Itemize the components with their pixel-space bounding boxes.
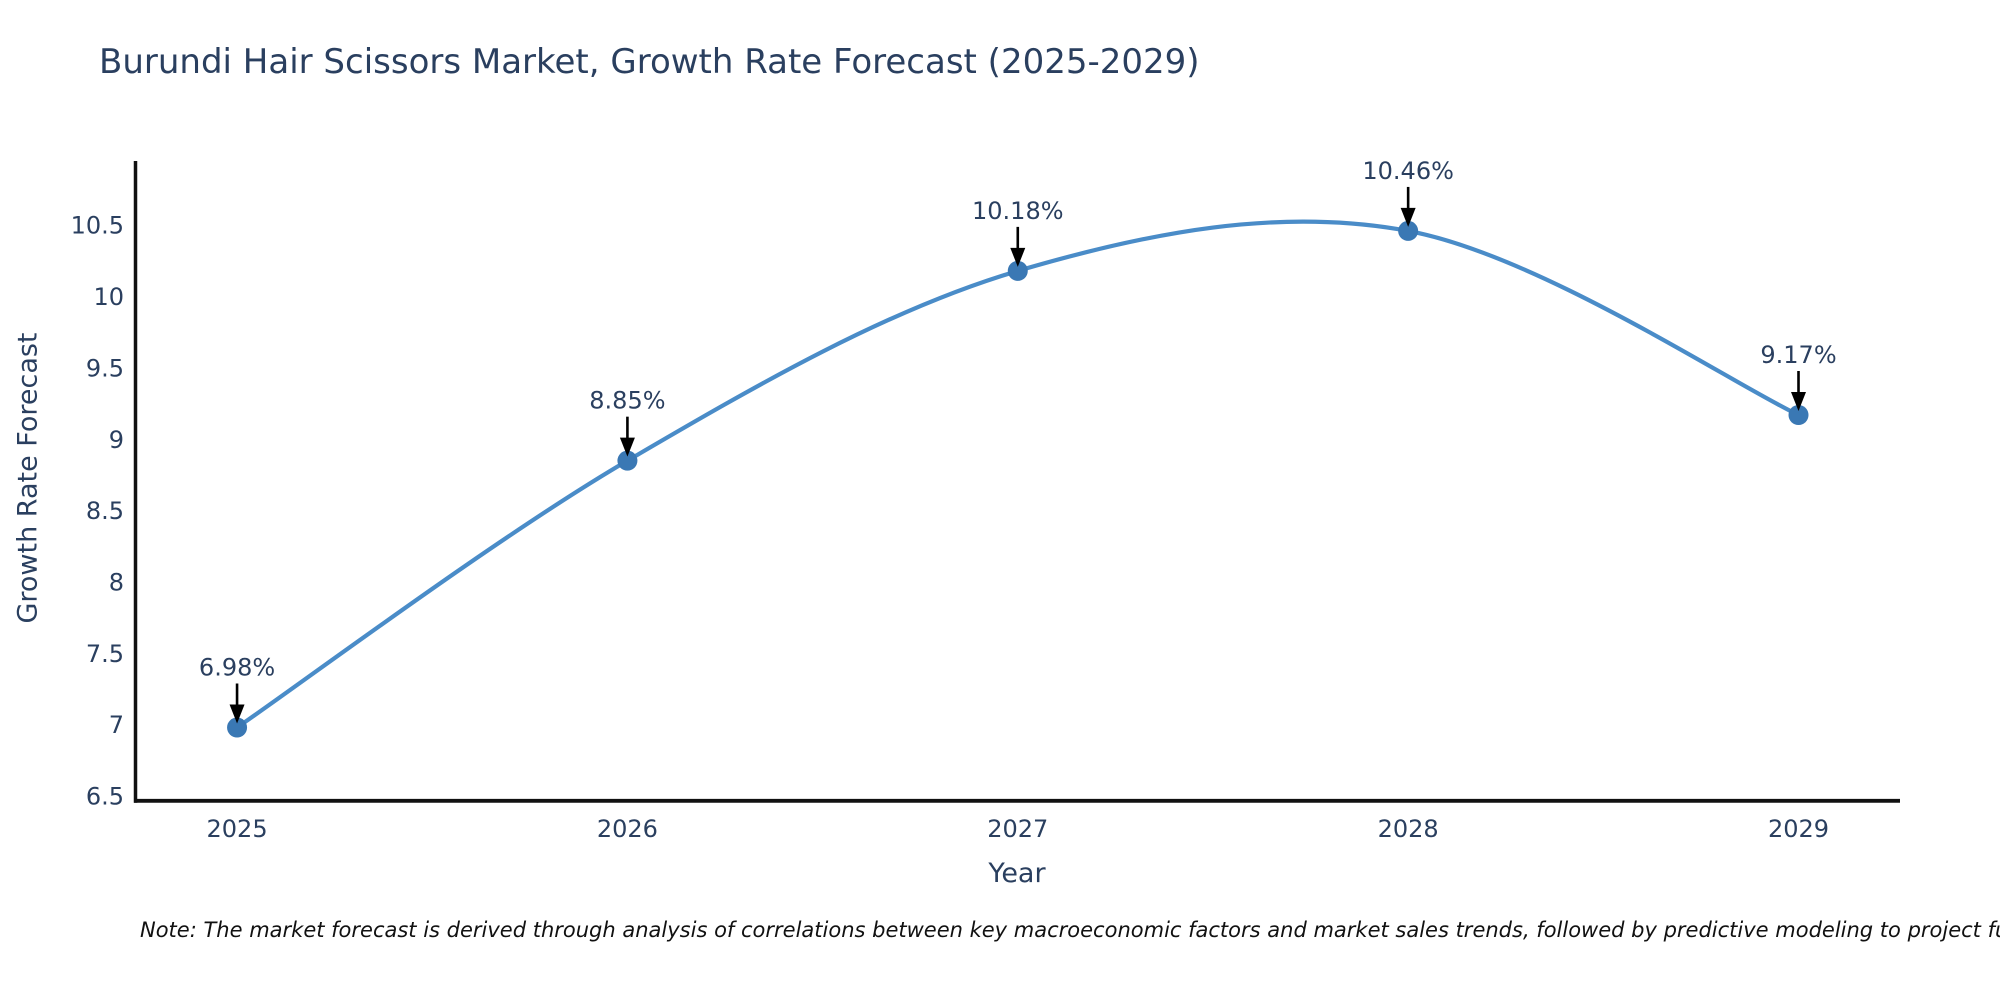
annotation-label: 9.17% [1760, 341, 1836, 369]
y-tick-label: 9.5 [86, 354, 124, 382]
y-tick-label: 7 [109, 711, 124, 739]
x-tick-label: 2029 [1768, 815, 1829, 843]
y-tick-label: 10 [93, 283, 124, 311]
x-tick-label: 2025 [207, 815, 268, 843]
y-tick-label: 7.5 [86, 640, 124, 668]
y-tick-label: 10.5 [71, 212, 124, 240]
x-tick-label: 2028 [1378, 815, 1439, 843]
y-tick-label: 6.5 [86, 783, 124, 811]
y-tick-label: 8 [109, 568, 124, 596]
y-tick-label: 9 [109, 426, 124, 454]
y-axis-title: Growth Rate Forecast [12, 332, 44, 624]
annotation-label: 8.85% [589, 387, 665, 415]
y-tick-label: 8.5 [86, 497, 124, 525]
annotation-arrowhead [619, 437, 635, 457]
x-tick-label: 2026 [597, 815, 658, 843]
annotation-arrowhead [229, 704, 245, 724]
data-point-marker [1788, 405, 1809, 426]
annotation-label: 10.46% [1362, 157, 1454, 185]
annotation-arrowhead [1791, 392, 1807, 412]
annotation-arrowhead [1010, 247, 1026, 267]
annotation-label: 6.98% [199, 654, 275, 682]
footnote-text: Note: The market forecast is derived thr… [140, 918, 2000, 942]
annotation-arrowhead [1400, 207, 1416, 227]
x-tick-label: 2027 [987, 815, 1048, 843]
data-point-marker [227, 717, 248, 738]
chart-title: Burundi Hair Scissors Market, Growth Rat… [99, 42, 1200, 82]
x-axis-title: Year [988, 858, 1046, 889]
data-point-marker [617, 450, 638, 471]
forecast-line [235, 219, 1801, 730]
data-point-marker [1007, 260, 1028, 281]
data-point-marker [1398, 220, 1419, 241]
annotation-label: 10.18% [972, 197, 1064, 225]
